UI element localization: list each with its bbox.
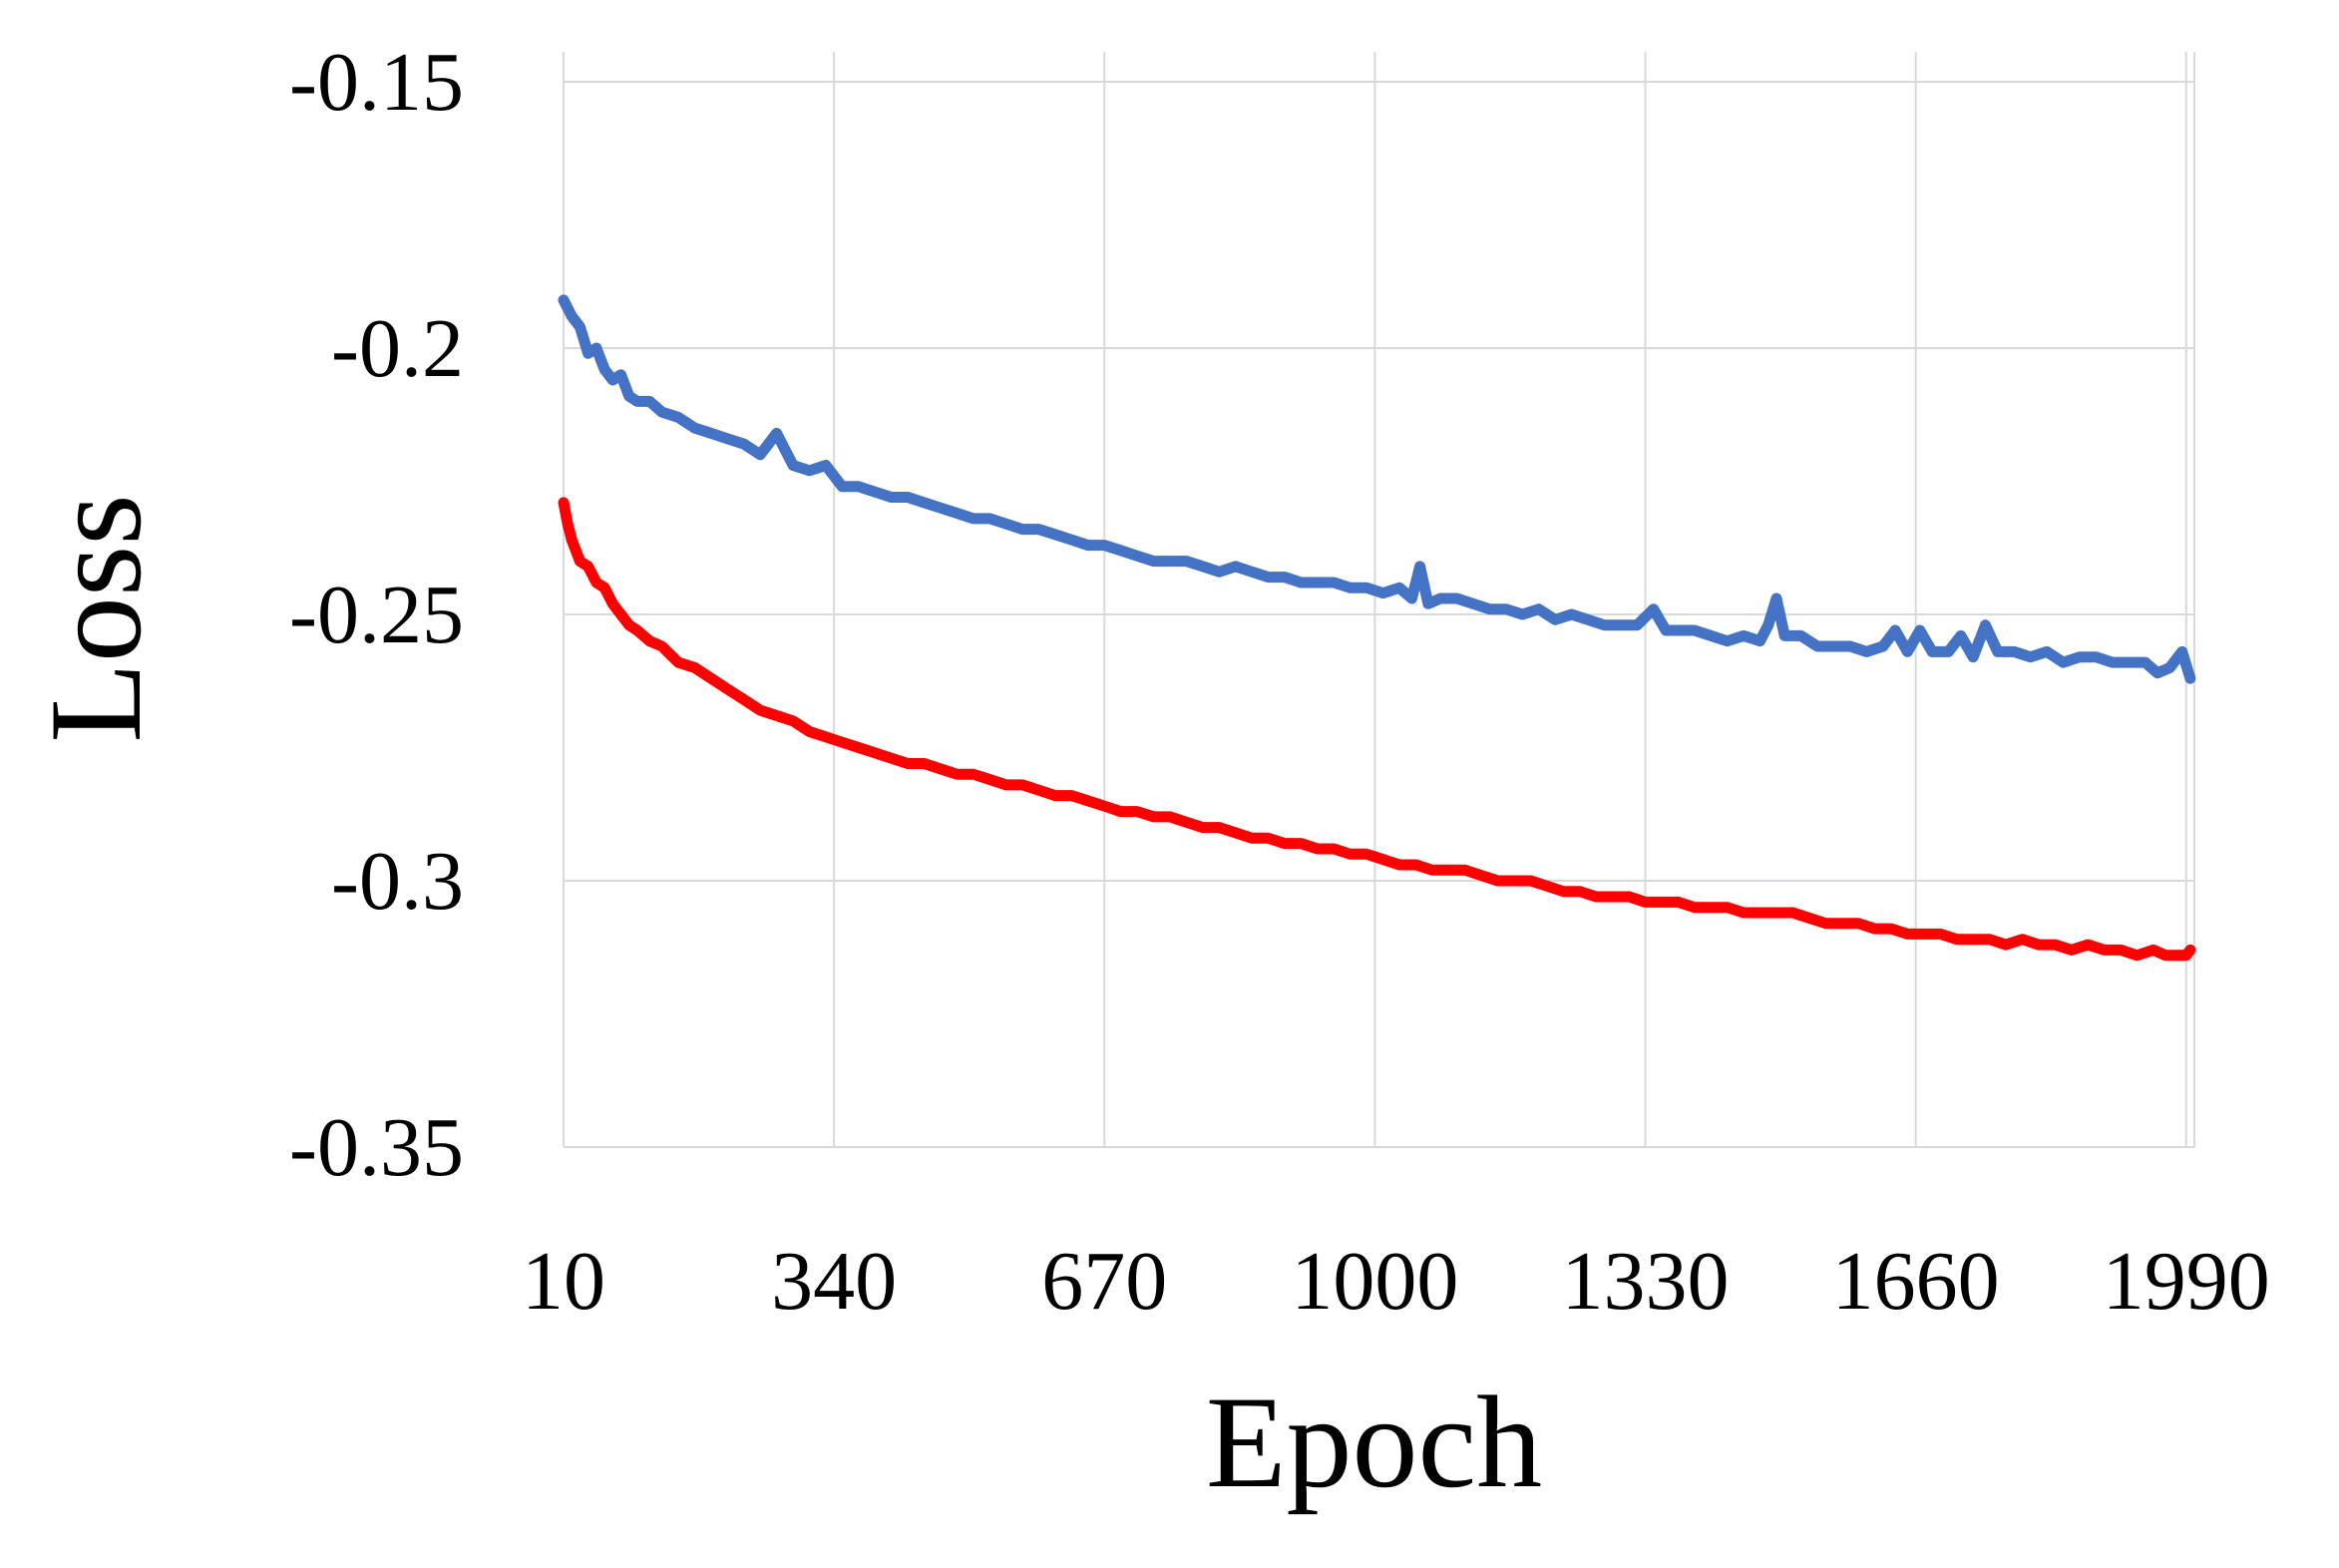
x-tick-label: 1660	[1832, 1235, 2000, 1328]
x-axis-title: Epoch	[1206, 1369, 1542, 1515]
series-line-2	[558, 497, 2196, 962]
x-tick-label: 670	[1041, 1235, 1167, 1328]
series-line-1	[558, 294, 2196, 684]
y-tick-label: -0.15	[289, 36, 464, 129]
y-tick-label: -0.2	[331, 302, 464, 395]
series-lines	[558, 294, 2196, 962]
grid-lines	[563, 52, 2195, 1148]
x-tick-label: 1990	[2103, 1235, 2270, 1328]
y-tick-label: -0.25	[289, 569, 464, 661]
y-tick-label: -0.3	[331, 835, 464, 928]
x-tick-label: 340	[771, 1235, 897, 1328]
x-tick-labels: 10 340 670 1000 1330 1660 1990	[522, 1235, 2270, 1328]
x-tick-label: 10	[522, 1235, 605, 1328]
x-tick-label: 1000	[1291, 1235, 1458, 1328]
x-tick-label: 1330	[1562, 1235, 1730, 1328]
y-tick-labels: -0.15 -0.2 -0.25 -0.3 -0.35	[289, 36, 464, 1194]
y-tick-label: -0.35	[289, 1101, 464, 1194]
y-axis-title: Loss	[22, 494, 169, 742]
